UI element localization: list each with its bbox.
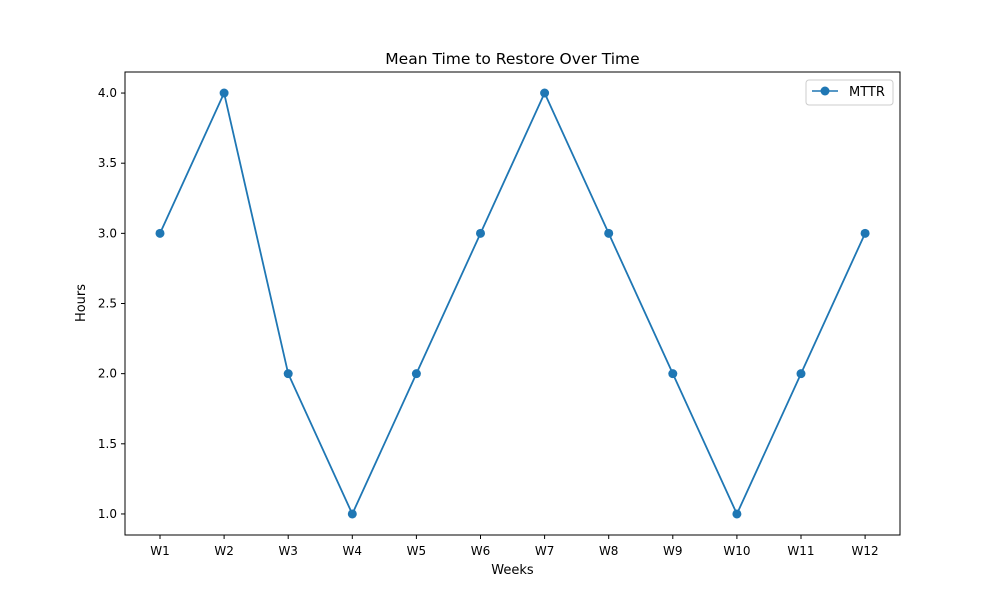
legend-label: MTTR [849, 85, 885, 100]
legend-box [805, 79, 894, 106]
y-tick-label: 2.5 [98, 297, 117, 311]
x-tick-label: W8 [599, 544, 619, 558]
data-point [732, 509, 742, 519]
y-axis-label: Hours [74, 284, 89, 322]
x-tick-label: W12 [852, 544, 879, 558]
x-tick-label: W9 [663, 544, 683, 558]
data-point [283, 369, 293, 379]
x-tick-label: W10 [723, 544, 750, 558]
plot-area [124, 71, 901, 536]
y-tick-label: 4.0 [98, 86, 117, 100]
data-point [476, 228, 485, 238]
data-point [860, 228, 870, 238]
x-axis-ticks: W1 W2 W3 W4 W5 W6 W7 W8 W9 W10 W11 W12 [150, 535, 879, 558]
y-tick-label: 3.5 [98, 156, 117, 170]
x-tick-label: W1 [150, 544, 170, 558]
y-tick-label: 1.0 [98, 507, 117, 521]
data-point [411, 369, 421, 379]
x-tick-label: W3 [278, 544, 298, 558]
data-point [155, 228, 165, 238]
plot-frame [124, 71, 901, 536]
chart-title: Mean Time to Restore Over Time [385, 50, 639, 68]
data-point [668, 369, 678, 379]
y-tick-label: 1.5 [98, 437, 117, 451]
legend-marker [820, 86, 830, 96]
series-line [159, 92, 866, 515]
x-tick-label: W4 [343, 544, 363, 558]
data-point [604, 228, 614, 238]
x-tick-label: W7 [535, 544, 555, 558]
y-tick-label: 3.0 [98, 226, 117, 240]
legend: MTTR [805, 79, 894, 106]
x-axis-label: Weeks [491, 563, 534, 578]
series-mttr [155, 88, 870, 519]
data-point [540, 88, 550, 98]
y-tick-label: 2.0 [98, 367, 117, 381]
x-tick-label: W5 [407, 544, 427, 558]
data-point [796, 369, 806, 379]
x-tick-label: W2 [214, 544, 234, 558]
x-tick-label: W11 [787, 544, 814, 558]
data-point [347, 509, 357, 519]
x-tick-label: W6 [471, 544, 491, 558]
data-point [219, 88, 229, 98]
y-axis-ticks: 1.0 1.5 2.0 2.5 3.0 3.5 4.0 [98, 86, 125, 521]
